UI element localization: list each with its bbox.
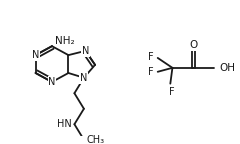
Text: N: N — [32, 50, 39, 60]
Text: OH: OH — [219, 63, 235, 73]
Text: CH₃: CH₃ — [87, 135, 105, 144]
Text: F: F — [148, 52, 154, 62]
Text: F: F — [148, 67, 154, 77]
Text: HN: HN — [57, 119, 72, 129]
Text: O: O — [189, 40, 198, 50]
Text: N: N — [48, 77, 56, 87]
Text: F: F — [168, 87, 174, 97]
Text: N: N — [80, 73, 88, 83]
Text: NH₂: NH₂ — [55, 36, 75, 46]
Text: N: N — [82, 46, 89, 56]
